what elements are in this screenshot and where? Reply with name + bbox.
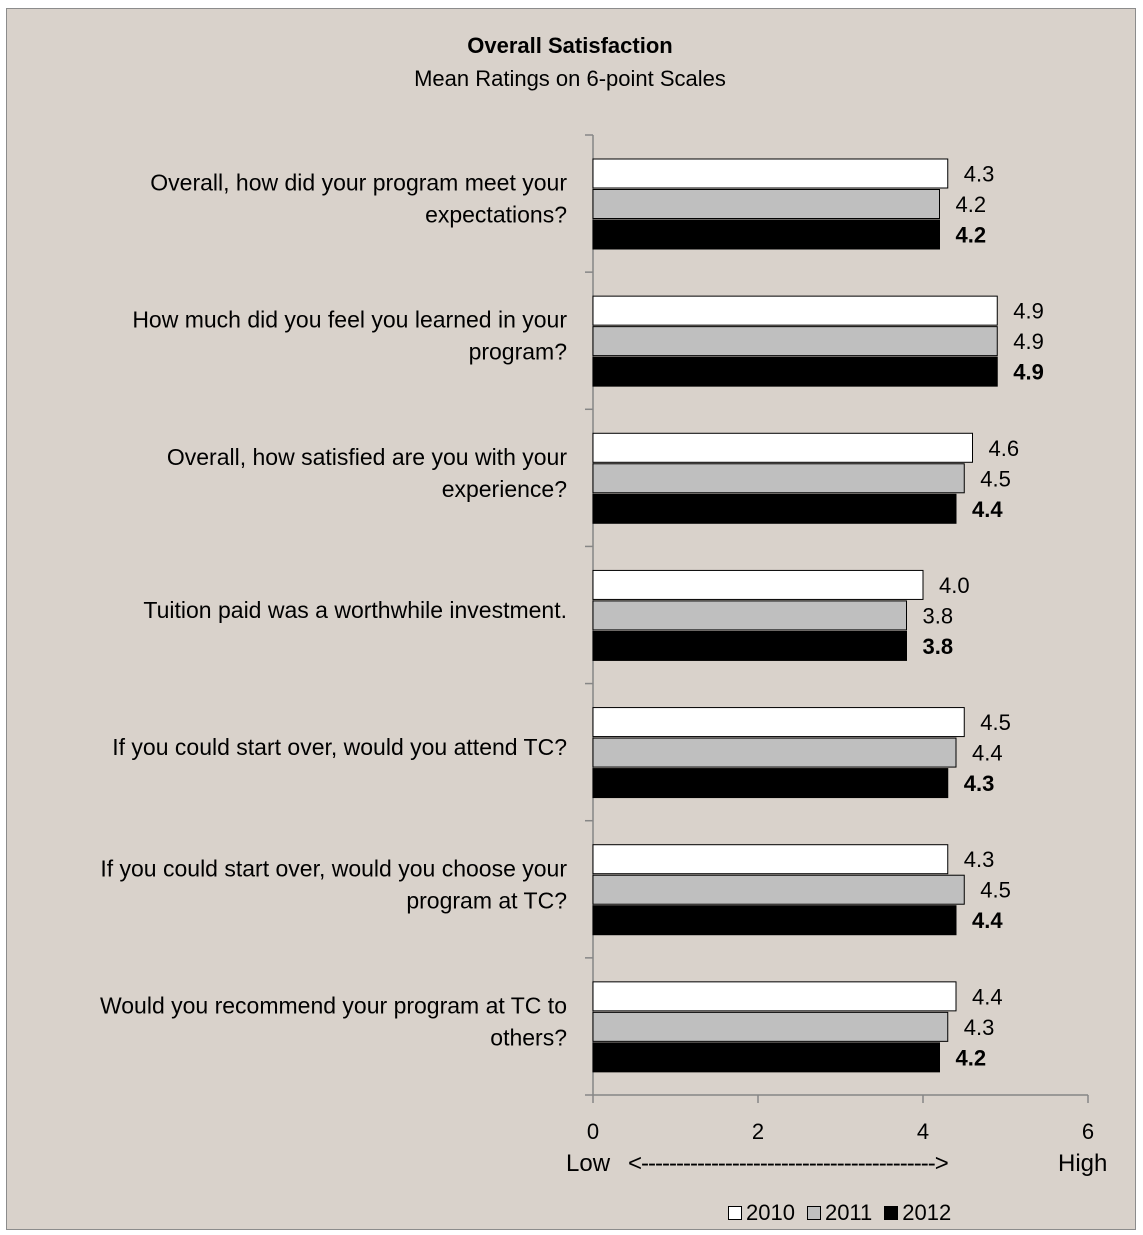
data-label-2012: 4.3 [964,771,995,796]
bar-2011 [592,737,957,768]
x-tick-label: 0 [587,1119,599,1144]
category-label-line: If you could start over, would you choos… [100,855,567,881]
legend-item-2012: 2012 [884,1200,951,1226]
data-label-2012: 3.8 [923,634,954,659]
bar-2012 [592,1042,940,1073]
category-label-line: Overall, how satisfied are you with your [167,444,567,470]
bar-2010 [592,707,965,738]
legend: 2010 2011 2012 [728,1198,963,1228]
legend-label-2011: 2011 [824,1200,873,1225]
bar-2010 [592,432,973,463]
bar-2012 [592,356,998,387]
x-tick-label: 4 [917,1119,929,1144]
data-label-2010: 4.6 [989,436,1020,461]
data-label-2011: 4.4 [972,741,1003,766]
category-label-line: others? [490,1024,567,1050]
scale-high-label: High [1058,1150,1108,1177]
data-label-2012: 4.9 [1013,360,1044,385]
category-label-line: Would you recommend your program at TC t… [100,992,567,1018]
chart-title: Overall Satisfaction [467,33,673,58]
chart-subtitle: Mean Ratings on 6-point Scales [414,66,726,91]
data-label-2011: 4.2 [956,192,987,217]
data-label-2010: 4.4 [972,984,1003,1009]
legend-item-2011: 2011 [806,1200,873,1226]
scale-arrow: <---------------------------------------… [628,1150,949,1177]
bar-2011 [592,1011,949,1042]
legend-swatch-2012 [884,1206,899,1220]
bar-2012 [592,905,957,936]
data-label-2010: 4.9 [1013,299,1044,324]
data-label-2011: 4.3 [964,1015,995,1040]
category-label: Tuition paid was a worthwhile investment… [143,597,567,623]
bar-2011 [592,874,965,905]
category-label: If you could start over, would you choos… [100,855,567,913]
bar-2011 [592,600,907,631]
legend-label-2010: 2010 [746,1200,795,1225]
data-label-2010: 4.3 [964,847,995,872]
data-label-2012: 4.2 [956,1045,987,1070]
category-label: Overall, how did your program meet your e… [150,170,567,228]
category-label: Overall, how satisfied are you with your… [167,444,567,502]
bar-2010 [592,981,957,1012]
category-label-line: If you could start over, would you atten… [112,734,567,760]
bar-2010 [592,295,998,326]
bar-2010 [592,569,924,600]
category-label-line: How much did you feel you learned in you… [132,307,567,333]
category-label-line: Tuition paid was a worthwhile investment… [143,597,567,623]
bar-2011 [592,326,998,357]
category-label-line: program at TC? [406,887,567,913]
bar-2012 [592,630,907,661]
data-label-2010: 4.0 [939,573,970,598]
bar-2011 [592,463,965,494]
scale-annotation: Low <-----------------------------------… [560,1150,1120,1184]
data-label-2011: 4.9 [1013,329,1044,354]
category-label-line: experience? [442,476,567,502]
data-label-2011: 4.5 [980,878,1011,903]
bar-2012 [592,768,949,799]
data-label-2012: 4.4 [972,908,1003,933]
legend-swatch-2011 [806,1206,821,1220]
x-tick-label: 6 [1082,1119,1094,1144]
data-label-2010: 4.3 [964,162,995,187]
legend-label-2012: 2012 [902,1200,952,1225]
category-label-line: program? [469,339,567,365]
x-tick-label: 2 [752,1119,764,1144]
data-label-2012: 4.4 [972,497,1003,522]
bar-2010 [592,844,949,875]
legend-swatch-2010 [728,1206,742,1220]
bar-2011 [592,189,940,219]
category-label: If you could start over, would you atten… [112,734,567,760]
bar-2010 [592,158,949,189]
category-label: How much did you feel you learned in you… [132,307,567,365]
data-label-2011: 4.5 [980,466,1011,491]
data-label-2010: 4.5 [980,710,1011,735]
scale-low-label: Low [566,1150,611,1177]
category-label-line: expectations? [425,202,567,228]
data-label-2012: 4.2 [956,223,987,248]
data-label-2011: 3.8 [923,603,954,628]
legend-item-2010: 2010 [728,1200,795,1226]
category-label: Would you recommend your program at TC t… [100,992,567,1050]
bar-2012 [592,493,957,524]
category-label-line: Overall, how did your program meet your [150,170,567,196]
bar-2012 [592,219,940,250]
